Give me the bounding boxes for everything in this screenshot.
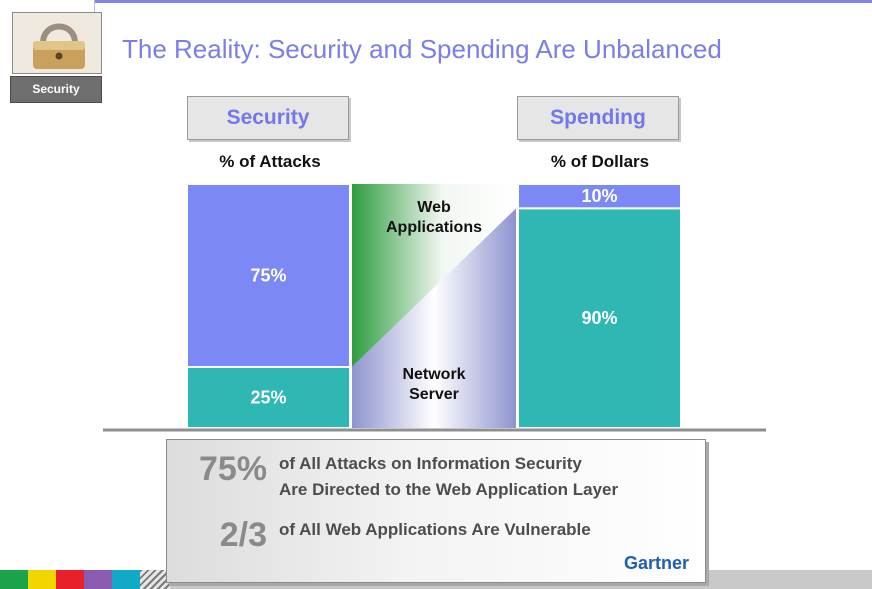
footer-color-chip <box>56 570 84 589</box>
security-bar-segment-network-server <box>186 366 351 429</box>
statistics-callout: 75% of All Attacks on Information Securi… <box>166 439 706 583</box>
security-bar-segment-web-applications <box>186 183 351 368</box>
security-value-label-web-applications: 75% <box>250 266 286 286</box>
connector-label-network-server: Network <box>402 366 465 383</box>
spending-bar-segment-web-applications <box>517 183 682 210</box>
stat-vulnerable-value: 2/3 <box>219 516 267 554</box>
stat-attacks-line-1: of All Attacks on Information Security <box>279 454 582 473</box>
footer-color-chip <box>0 570 28 589</box>
web-applications-connector <box>352 184 516 367</box>
stat-vulnerable-line-1: of All Web Applications Are Vulnerable <box>279 520 591 539</box>
stat-attacks-line-2: Are Directed to the Web Application Laye… <box>279 480 619 499</box>
security-header: Security <box>187 96 349 140</box>
top-rule <box>94 0 872 3</box>
security-subheader: % of Attacks <box>219 152 321 171</box>
source-label: Gartner <box>623 553 689 573</box>
stat-attacks-value: 75% <box>198 450 267 488</box>
section-badge: Security <box>10 76 102 103</box>
spending-value-label-network-server: 90% <box>581 308 617 328</box>
connector-label-web-applications: Applications <box>386 219 482 236</box>
footer-color-chip <box>28 570 56 589</box>
network-server-connector <box>352 208 516 428</box>
security-value-label-network-server: 25% <box>250 388 286 408</box>
slide-title: The Reality: Security and Spending Are U… <box>122 34 722 64</box>
padlock-icon <box>12 12 102 74</box>
connector-label-web-applications: Web <box>417 199 451 216</box>
footer-color-chip <box>112 570 140 589</box>
spending-header: Spending <box>517 96 679 140</box>
footer-stripes <box>140 570 170 589</box>
spending-subheader: % of Dollars <box>550 152 650 171</box>
spending-bar-segment-network-server <box>517 207 682 429</box>
top-rule-tick <box>94 0 95 14</box>
footer-color-chip <box>84 570 112 589</box>
connector-label-network-server: Server <box>409 386 459 403</box>
spending-value-label-web-applications: 10% <box>581 186 617 206</box>
